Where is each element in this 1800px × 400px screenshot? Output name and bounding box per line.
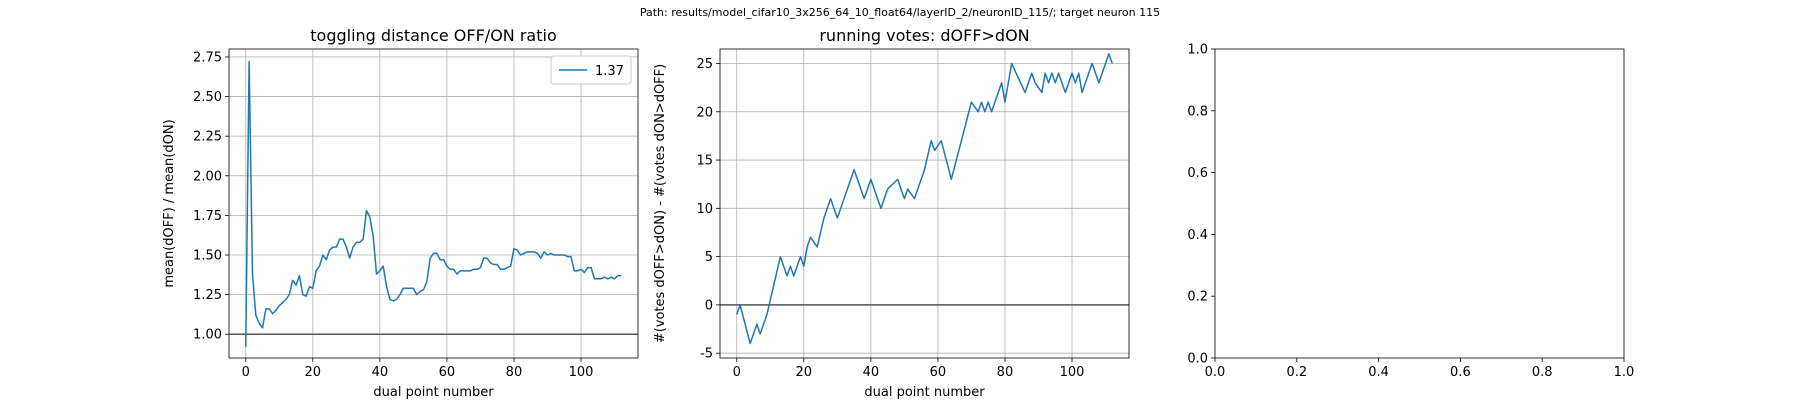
y-tick-label: 1.00 [193, 328, 222, 343]
chart-title: toggling distance OFF/ON ratio [310, 26, 556, 45]
x-tick-label: 80 [997, 365, 1014, 380]
axes-frame [719, 48, 1130, 359]
y-tick-label: 0.6 [1187, 166, 1208, 181]
chart-panel-votes: 0 20 40 60 80 100 -5 0 5 10 15 20 25 running votes: d… [653, 26, 1130, 400]
x-tick-label: 40 [372, 365, 389, 380]
y-tick-label: 20 [696, 105, 713, 120]
x-tick-label: 40 [863, 365, 880, 380]
x-tick-label: 0.6 [1450, 365, 1471, 380]
y-tick-label: 2.50 [193, 90, 222, 105]
y-tick-label: 0.8 [1187, 104, 1208, 119]
x-tick-label: 100 [569, 365, 594, 380]
x-tick-label: 20 [305, 365, 322, 380]
chart-panel-ratio: 0 20 40 60 80 100 1.00 1.25 1.50 1.75 2.00 2.25 2.50… [162, 26, 639, 400]
x-tick-label: 0.2 [1286, 365, 1307, 380]
y-tick-label: 15 [696, 154, 713, 169]
y-tick-label: 1.25 [193, 288, 222, 303]
y-tick-label: 0.0 [1187, 352, 1208, 367]
legend-label: 1.37 [595, 64, 624, 79]
y-tick-label: 0.2 [1187, 290, 1208, 305]
x-tick-label: 20 [796, 365, 813, 380]
y-tick-label: 2.75 [193, 50, 222, 65]
chart-panel-empty: 0.0 0.2 0.4 0.6 0.8 1.0 0.0 0.2 0.4 0.6 0.8 1.0 [1187, 43, 1634, 381]
figure-suptitle: Path: results/model_cifar10_3x256_64_10_… [639, 6, 1161, 19]
y-tick-label: -5 [700, 347, 713, 362]
chart-title: running votes: dOFF>dON [819, 26, 1029, 45]
axes-frame [228, 48, 639, 359]
series-line [736, 53, 1113, 345]
x-axis-label: dual point number [373, 385, 494, 400]
y-tick-label: 1.0 [1187, 43, 1208, 58]
y-axis-label: #(votes dOFF>dON) - #(votes dON>dOFF) [653, 64, 668, 343]
y-tick-label: 25 [696, 57, 713, 72]
y-tick-label: 2.00 [193, 169, 222, 184]
x-tick-label: 60 [439, 365, 456, 380]
x-tick-label: 100 [1060, 365, 1085, 380]
x-tick-label: 1.0 [1614, 365, 1635, 380]
y-tick-label: 1.75 [193, 209, 222, 224]
series-line [245, 60, 622, 347]
x-tick-label: 0 [242, 365, 250, 380]
x-tick-label: 60 [930, 365, 947, 380]
x-axis-label: dual point number [864, 385, 985, 400]
legend-box [550, 55, 632, 85]
y-tick-label: 10 [696, 202, 713, 217]
y-tick-label: 0.4 [1187, 228, 1208, 243]
y-tick-label: 2.25 [193, 130, 222, 145]
x-tick-label: 0.0 [1205, 365, 1226, 380]
x-tick-label: 0.4 [1368, 365, 1389, 380]
y-axis-label: mean(dOFF) / mean(dON) [162, 119, 177, 287]
y-tick-label: 1.50 [193, 249, 222, 264]
x-tick-label: 0 [733, 365, 741, 380]
x-tick-label: 0.8 [1532, 365, 1553, 380]
axes-frame [1214, 48, 1625, 359]
y-tick-label: 5 [705, 250, 713, 265]
x-tick-label: 80 [506, 365, 523, 380]
y-tick-label: 0 [705, 298, 713, 313]
